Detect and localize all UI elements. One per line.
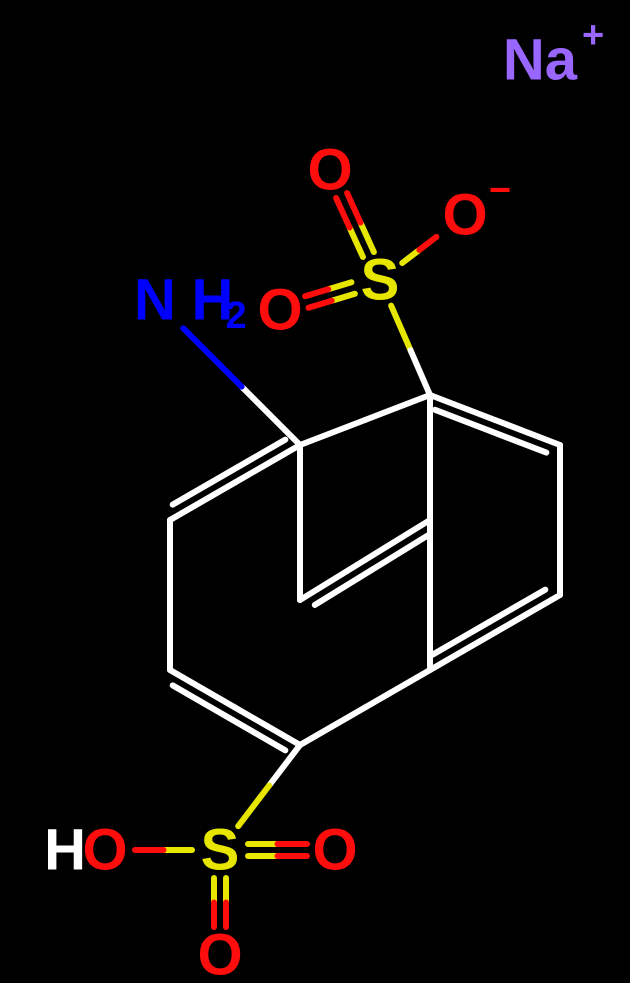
svg-text:O: O — [197, 923, 242, 983]
svg-text:O: O — [307, 138, 352, 203]
atom-O3: O — [257, 278, 302, 343]
atom-S2: S — [201, 818, 240, 883]
svg-text:−: − — [489, 170, 511, 212]
atom-S1: S — [361, 248, 400, 313]
svg-text:2: 2 — [226, 295, 247, 337]
molecule-diagram: Na+OO−OSNH2SOOOH — [0, 0, 630, 983]
svg-text:H: H — [44, 818, 86, 883]
atom-O5: O — [197, 923, 242, 983]
svg-text:O: O — [312, 818, 357, 883]
svg-text:O: O — [257, 278, 302, 343]
svg-text:S: S — [201, 818, 240, 883]
svg-text:O: O — [82, 818, 127, 883]
atom-O4: O — [312, 818, 357, 883]
atom-O6: OH — [44, 818, 127, 883]
svg-text:+: + — [582, 15, 604, 57]
svg-text:N: N — [134, 268, 176, 333]
atom-O1: O — [307, 138, 352, 203]
svg-text:O: O — [442, 183, 487, 248]
svg-text:Na: Na — [503, 28, 578, 93]
svg-text:S: S — [361, 248, 400, 313]
